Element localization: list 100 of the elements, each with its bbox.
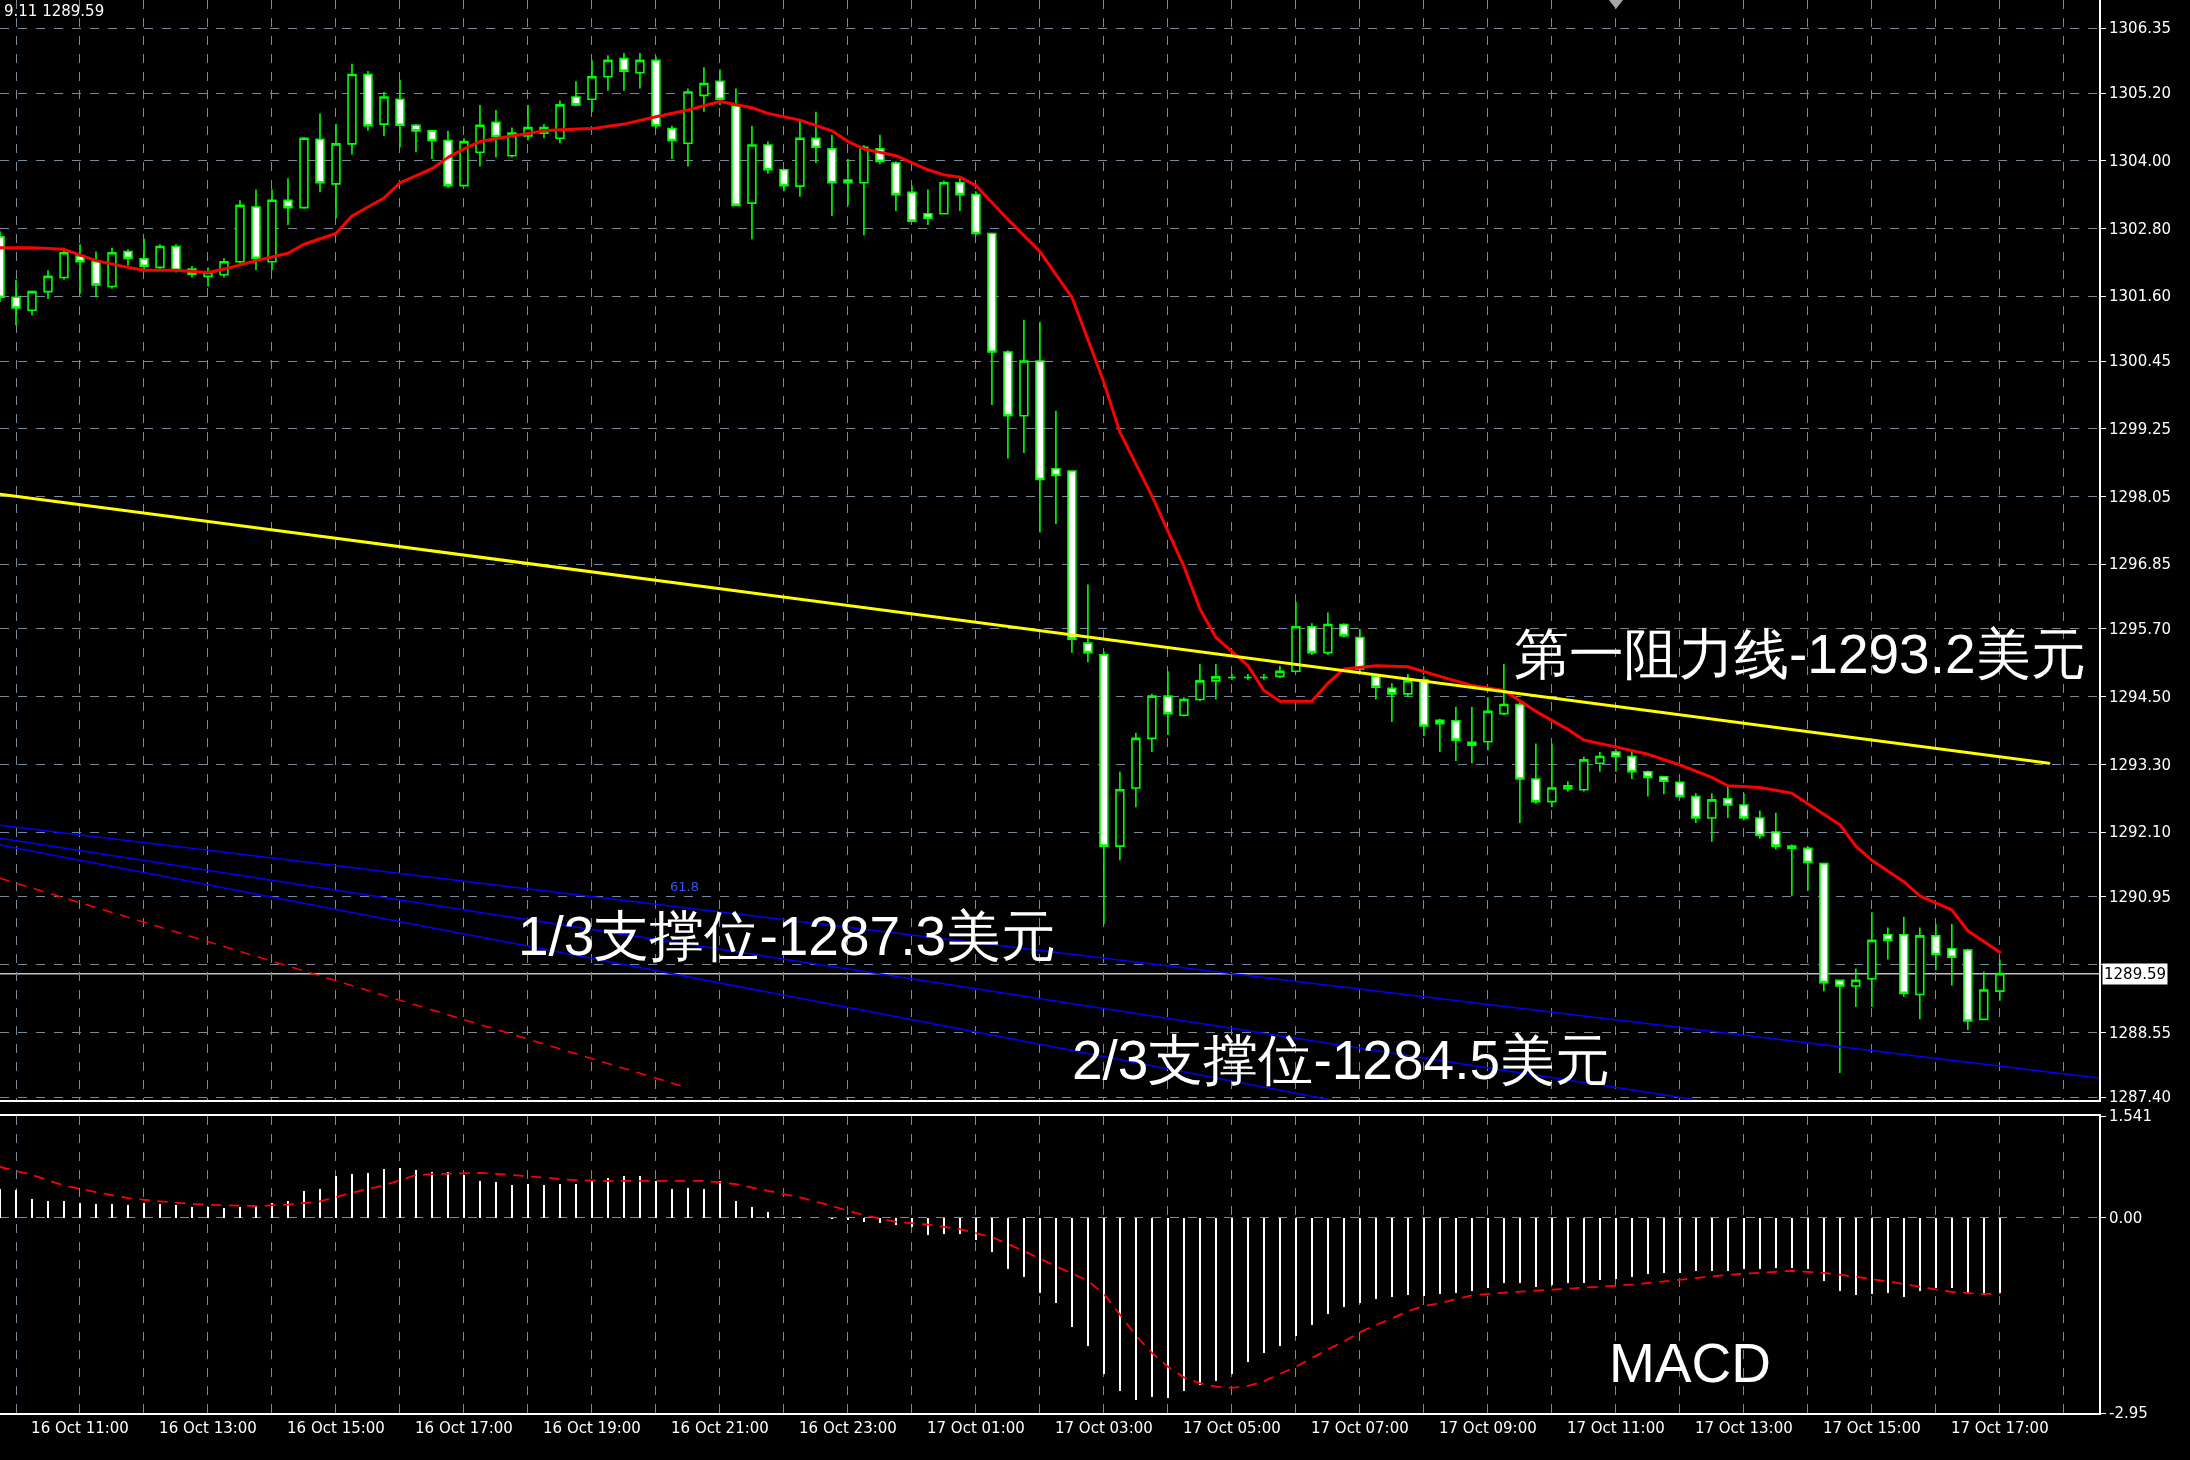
candlestick (1275, 664, 1285, 679)
x-tick-label: 16 Oct 11:00 (31, 1419, 129, 1437)
candlestick (1067, 470, 1077, 654)
y-tick-label: 1294.50 (2109, 687, 2172, 706)
candlestick (1195, 663, 1205, 702)
candlestick (715, 68, 725, 106)
bar (1086, 1217, 1090, 1346)
candlestick (11, 278, 21, 327)
bar (158, 1204, 162, 1218)
candlestick (1899, 915, 1909, 998)
candlestick (139, 237, 149, 270)
candlestick (1371, 673, 1381, 701)
candlestick (635, 52, 645, 90)
x-tick-label: 16 Oct 15:00 (287, 1419, 385, 1437)
bar (1454, 1217, 1457, 1293)
bar (734, 1201, 738, 1218)
candlestick (427, 128, 437, 160)
candlestick (43, 269, 53, 300)
candlestick (1947, 923, 1957, 987)
candlestick (779, 167, 789, 193)
y-tick-label: 0.00 (2109, 1209, 2143, 1228)
candlestick (1355, 628, 1365, 674)
candlestick (1131, 731, 1141, 809)
x-tick-label: 17 Oct 09:00 (1438, 1419, 1537, 1437)
y-tick-label: 1302.80 (2109, 219, 2172, 238)
annotation: 61.8 (670, 879, 699, 894)
candlestick (1211, 663, 1221, 701)
candlestick (1931, 923, 1941, 972)
y-tick-label: 1299.25 (2109, 419, 2172, 438)
candlestick (1035, 321, 1045, 534)
candlestick (411, 123, 421, 154)
candlestick (923, 188, 933, 226)
x-tick-label: 17 Oct 03:00 (1054, 1419, 1153, 1437)
y-tick-label: 1.541 (2109, 1107, 2152, 1126)
y-tick-label: 1306.35 (2109, 19, 2172, 38)
candlestick (299, 136, 309, 210)
y-tick-label: 1305.20 (2109, 84, 2172, 103)
candlestick (1579, 755, 1589, 793)
candlestick (251, 188, 261, 272)
candlestick (763, 140, 773, 175)
x-tick-label: 17 Oct 13:00 (1694, 1419, 1793, 1437)
ref-line-label: 1289.59 (2104, 965, 2167, 983)
bar (30, 1199, 34, 1218)
candlestick (955, 177, 965, 212)
candlestick (1019, 319, 1029, 454)
bar (1310, 1217, 1313, 1326)
candlestick (843, 158, 853, 207)
bar (366, 1172, 370, 1218)
y-tick-label: 1298.05 (2109, 487, 2172, 506)
candlestick (379, 91, 389, 137)
candlestick (1227, 673, 1237, 681)
candlestick (1451, 706, 1461, 762)
candlestick (475, 104, 485, 168)
candlestick (1675, 780, 1685, 800)
bar (222, 1207, 226, 1218)
candlestick (891, 160, 901, 212)
candlestick (603, 54, 613, 92)
candlestick (1115, 770, 1125, 862)
bar (14, 1190, 18, 1218)
candlestick (747, 124, 757, 240)
candlestick (235, 199, 245, 265)
candlestick (1147, 693, 1157, 753)
candlestick (1531, 742, 1541, 805)
annotation: MACD (1609, 1332, 1771, 1394)
bar (1470, 1217, 1473, 1291)
candlestick (1851, 967, 1861, 1008)
candlestick (683, 87, 693, 168)
x-tick-label: 17 Oct 11:00 (1566, 1419, 1665, 1437)
bar (1886, 1217, 1889, 1293)
x-tick-label: 16 Oct 23:00 (799, 1419, 897, 1437)
candlestick (1771, 812, 1781, 851)
candlestick (27, 289, 37, 317)
x-tick-label: 16 Oct 19:00 (543, 1419, 641, 1437)
candlestick (1419, 675, 1429, 737)
candlestick (107, 246, 117, 290)
y-tick-label: 1300.45 (2109, 352, 2172, 371)
bar (94, 1204, 98, 1218)
x-tick-label: 16 Oct 13:00 (159, 1419, 257, 1437)
y-tick-label: 1301.60 (2109, 287, 2172, 306)
bar (462, 1174, 466, 1218)
candlestick (155, 243, 165, 270)
candlestick (1387, 682, 1397, 723)
candlestick (811, 110, 821, 164)
y-tick-label: 1290.95 (2109, 888, 2172, 907)
y-tick-label: -2.95 (2109, 1404, 2148, 1423)
candlestick (1819, 861, 1829, 992)
candlestick (459, 137, 469, 187)
candlestick (619, 52, 629, 92)
bar (686, 1188, 690, 1218)
candlestick (1755, 809, 1765, 840)
candlestick (827, 134, 837, 217)
candlestick (267, 188, 277, 272)
x-tick-label: 17 Oct 05:00 (1182, 1419, 1281, 1437)
candlestick (587, 59, 597, 113)
candlestick (667, 124, 677, 160)
candlestick (1339, 622, 1349, 639)
candlestick (939, 179, 949, 215)
candlestick (75, 243, 85, 295)
candlestick (731, 87, 741, 207)
bar (190, 1207, 194, 1218)
